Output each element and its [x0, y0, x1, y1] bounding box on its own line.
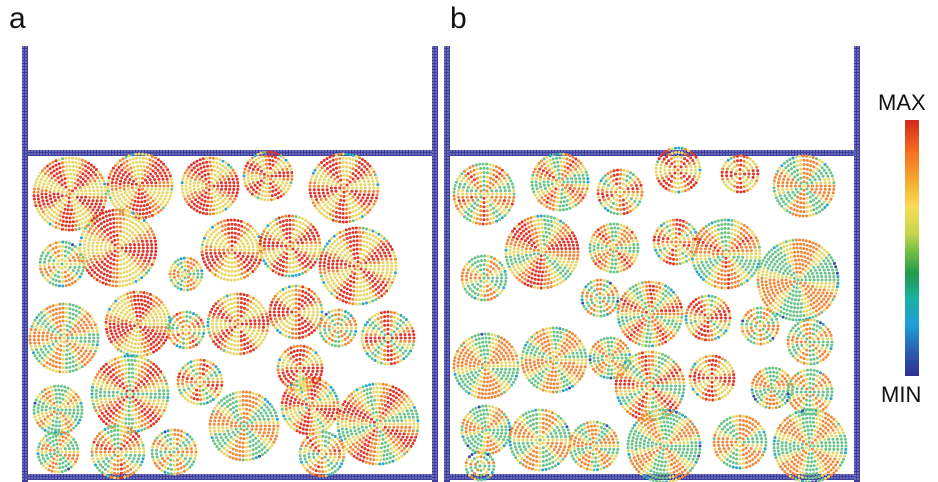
particle [773, 155, 836, 218]
particle [597, 169, 644, 216]
particle [169, 257, 204, 292]
panel-a-label: a [9, 4, 26, 34]
particle [181, 157, 240, 216]
particle [361, 311, 416, 366]
particle [177, 359, 224, 406]
particle [319, 227, 398, 306]
particle [243, 151, 294, 202]
particle [453, 333, 520, 400]
particle [589, 337, 632, 380]
panel-a-particle-packing [18, 42, 442, 482]
particle [105, 291, 172, 358]
particle [461, 405, 512, 456]
particle [569, 421, 620, 472]
colorbar-gradient [905, 120, 919, 376]
particle [751, 367, 794, 410]
panel-b-label: b [450, 4, 467, 34]
particle [151, 429, 198, 476]
particle [531, 153, 590, 212]
panel-b-particle-packing [440, 42, 864, 482]
particle [581, 279, 620, 318]
particle [39, 241, 86, 288]
particle [787, 319, 834, 366]
colorbar-min-label: MIN [881, 384, 921, 406]
colorbar: MAX MIN [878, 88, 938, 408]
particle [309, 153, 380, 224]
particle [209, 391, 280, 462]
particle [207, 293, 270, 356]
particle [37, 431, 80, 474]
particle [589, 223, 640, 274]
particle [201, 219, 264, 282]
particle [461, 255, 508, 302]
particle [79, 209, 158, 288]
particle [689, 355, 736, 402]
particle [33, 385, 84, 436]
particle [787, 369, 834, 416]
particle [713, 415, 768, 470]
particle [617, 281, 684, 348]
particle [741, 307, 780, 346]
particle [299, 431, 346, 478]
particle [509, 409, 572, 472]
particle [91, 355, 170, 434]
particle [691, 219, 762, 290]
particle [91, 425, 146, 480]
particle [29, 303, 100, 374]
particle [757, 239, 840, 322]
particle [685, 295, 732, 342]
particle [167, 311, 206, 350]
particle [627, 409, 702, 482]
colorbar-max-label: MAX [878, 92, 926, 114]
particle [337, 383, 420, 466]
particle [319, 309, 358, 348]
particle [721, 155, 760, 194]
particle [269, 285, 324, 340]
particle [521, 327, 588, 394]
particle [453, 163, 516, 226]
particle [281, 377, 340, 436]
particle [259, 215, 322, 278]
particle [505, 215, 580, 290]
particle [773, 409, 848, 482]
